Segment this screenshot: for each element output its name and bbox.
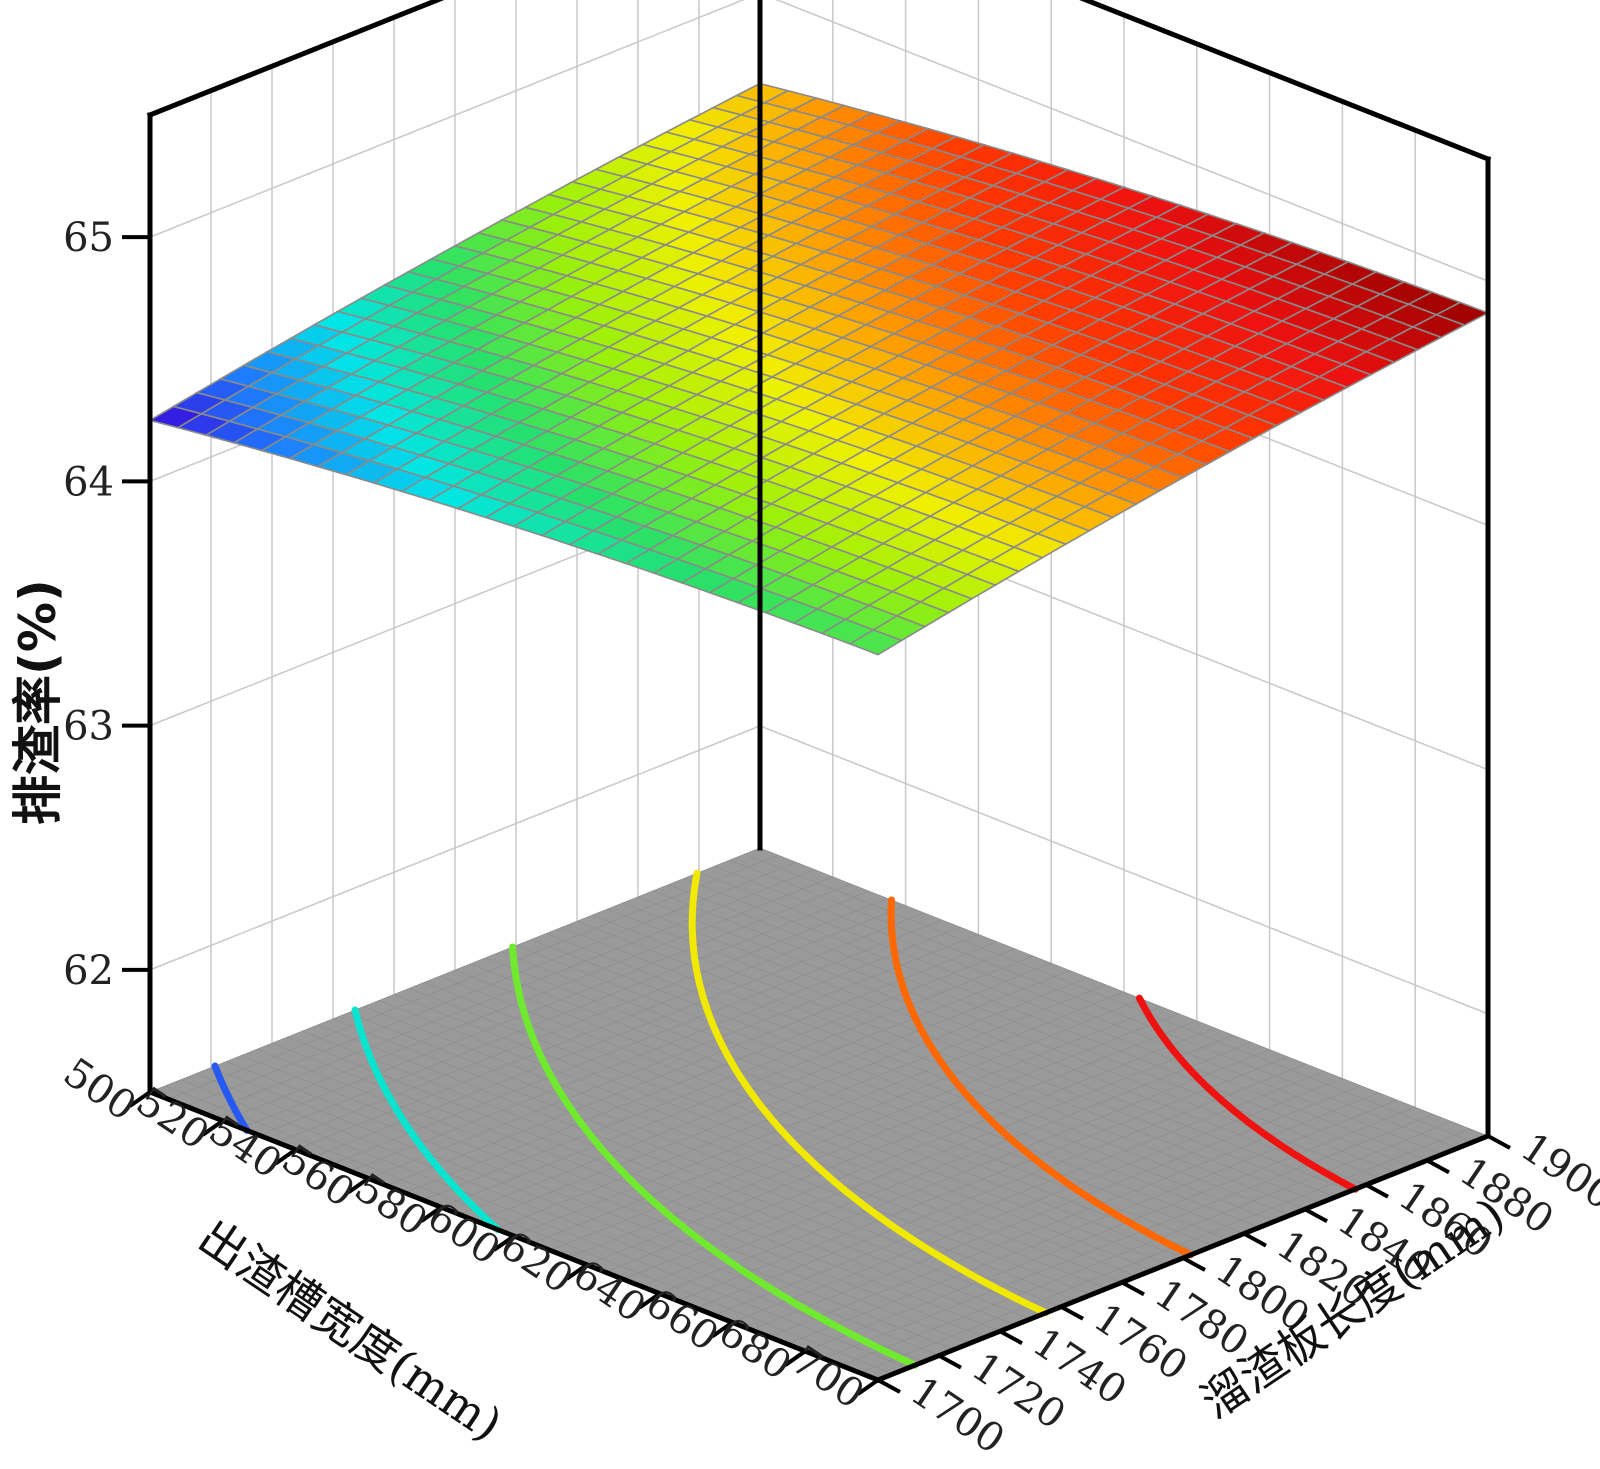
floor-gridline [454,969,1184,1259]
axes-frame [146,0,1492,1384]
floor-gridline [470,963,1199,1253]
x-tick [420,1205,443,1223]
y-tick [1304,1207,1328,1223]
floor-gridline [586,1020,1197,1266]
floor-gridline [695,1063,1307,1309]
floor-gridline [677,1056,1288,1302]
z-axis-title: 排渣率(%) [9,579,67,825]
floor-gridline [729,859,1458,1149]
y-tick [999,1329,1023,1345]
floor-gridline [532,998,1143,1244]
floor-gridline [607,908,1336,1198]
floor-gridline [859,1128,1470,1374]
left-wall-gridline [149,725,761,971]
floor-gridline [744,853,1473,1143]
floor-gridline [714,1070,1325,1316]
floor-gridline [698,872,1428,1161]
contour-line [509,943,919,1369]
floor-gridline [683,878,1412,1167]
floor-gridline [841,1121,1452,1366]
response-surface [147,82,1490,656]
contour-line [351,1006,502,1234]
floor-gridline [500,951,1229,1241]
top-left-edge [146,0,445,119]
top-back-edge [1079,0,1492,163]
y-tick [1121,1280,1145,1297]
y-tick [1487,1134,1511,1150]
floor-gridline [768,1092,1379,1338]
floor-gridline [546,933,1275,1222]
z-tick-label: 62 [63,948,114,994]
floor-gridline [531,939,1260,1228]
y-tick [1243,1231,1267,1248]
floor-gridline [659,1049,1270,1294]
floor-gridline [623,1034,1234,1280]
contour-line [1135,994,1359,1193]
floor-plane [149,847,1489,1381]
contour-line [688,869,1050,1317]
x-tick [201,1119,224,1137]
y-tick [877,1378,901,1394]
floor-contours [211,869,1359,1369]
floor-gridline [823,1114,1434,1359]
x-tick [638,1291,661,1310]
floor-gridline [592,914,1321,1204]
y-tick [1182,1256,1206,1272]
floor-gridline [641,1042,1252,1287]
contour-line [887,896,1195,1259]
y-tick [938,1353,962,1370]
y-tick [1426,1158,1450,1175]
z-tick-label: 64 [63,459,114,505]
x-tick [347,1176,370,1195]
x-tick [856,1378,880,1396]
surface-cell [848,629,904,656]
z-tick-label: 65 [63,215,114,261]
floor-gridline [637,896,1367,1186]
floor-gridline [550,1006,1161,1251]
x-tick [492,1234,516,1252]
floor-gridline [786,1099,1398,1345]
floor-gridline [668,884,1397,1173]
left-wall-gridline [149,0,745,238]
x-tick [711,1320,734,1339]
z-tick-label: 63 [63,704,114,750]
floor-gridline [759,847,1489,1137]
back-wall-gridline [775,0,1489,282]
y-tick [1060,1305,1084,1321]
contour-line [211,1062,251,1134]
floor-gridline [515,945,1245,1234]
floor-gridline [805,1106,1416,1352]
floor-gridline [714,865,1443,1155]
floor-gridline [561,926,1290,1216]
x-tick [784,1349,807,1367]
x-tick [274,1147,297,1166]
y-tick [1365,1183,1389,1199]
floor-gridline [604,1027,1216,1273]
back-wall-gridline [759,725,1489,1015]
x-tick [128,1090,152,1108]
floor-gridline [622,902,1351,1192]
x-tick [565,1263,588,1281]
